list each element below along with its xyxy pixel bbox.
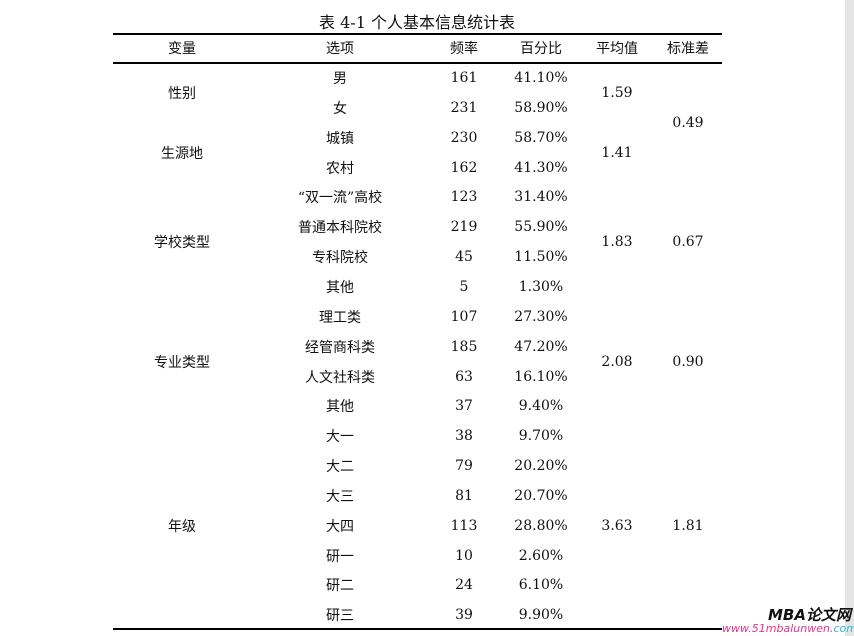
- header-cell: 百分比: [520, 41, 562, 57]
- header-cell: 频率: [450, 41, 478, 57]
- header-cell: 标准差: [667, 41, 709, 57]
- variable-cell: 生源地: [161, 145, 203, 162]
- frequency-cell: 79: [455, 458, 473, 475]
- header-rule: [113, 62, 722, 64]
- frequency-cell: 107: [450, 308, 478, 325]
- variable-cell: 学校类型: [154, 235, 210, 252]
- frequency-cell: 63: [455, 368, 473, 385]
- percent-cell: 6.10%: [518, 577, 564, 594]
- mean-cell: 2.08: [601, 353, 633, 370]
- percent-cell: 11.50%: [514, 249, 568, 266]
- std-dev-cell: 0.90: [672, 353, 704, 370]
- option-cell: 大三: [326, 488, 354, 505]
- frequency-cell: 5: [459, 278, 469, 295]
- percent-cell: 27.30%: [514, 308, 568, 325]
- percent-cell: 55.90%: [514, 219, 568, 236]
- percent-cell: 16.10%: [514, 368, 568, 385]
- option-cell: 农村: [326, 160, 354, 177]
- std-dev-cell: 0.49: [672, 114, 704, 131]
- option-cell: 研二: [326, 578, 354, 595]
- frequency-cell: 81: [455, 487, 473, 504]
- frequency-cell: 10: [455, 547, 473, 564]
- option-cell: 其他: [326, 399, 354, 416]
- mean-cell: 1.59: [601, 84, 633, 101]
- frequency-cell: 38: [455, 428, 473, 445]
- percent-cell: 41.10%: [514, 70, 568, 86]
- header-cell: 选项: [326, 41, 354, 57]
- percent-cell: 1.30%: [518, 278, 564, 295]
- frequency-cell: 185: [450, 338, 478, 355]
- header-cell: 平均值: [596, 41, 638, 57]
- bottom-rule: [113, 628, 722, 630]
- option-cell: 大四: [326, 518, 354, 535]
- percent-cell: 9.90%: [518, 607, 564, 624]
- mean-cell: 1.41: [601, 144, 633, 161]
- variable-cell: 专业类型: [154, 354, 210, 371]
- frequency-cell: 219: [450, 219, 478, 236]
- header-cell: 变量: [168, 41, 196, 57]
- percent-cell: 31.40%: [514, 189, 568, 206]
- percent-cell: 20.70%: [514, 487, 568, 504]
- option-cell: 男: [333, 71, 347, 87]
- percent-cell: 20.20%: [514, 458, 568, 475]
- frequency-cell: 24: [455, 577, 473, 594]
- option-cell: “双一流”高校: [297, 190, 383, 207]
- std-dev-cell: 1.81: [672, 517, 704, 534]
- frequency-cell: 123: [450, 189, 478, 206]
- percent-cell: 9.40%: [518, 398, 564, 415]
- option-cell: 普通本科院校: [298, 220, 382, 237]
- frequency-cell: 113: [450, 517, 478, 534]
- option-cell: 大一: [326, 429, 354, 446]
- page-edge: [845, 0, 854, 636]
- option-cell: 城镇: [326, 130, 354, 147]
- frequency-cell: 231: [450, 99, 478, 116]
- frequency-cell: 162: [450, 159, 478, 176]
- percent-cell: 9.70%: [518, 428, 564, 445]
- percent-cell: 47.20%: [514, 338, 568, 355]
- frequency-cell: 45: [455, 249, 473, 266]
- watermark-url-main: www.51mbalunwen.: [722, 622, 834, 635]
- frequency-cell: 230: [450, 129, 478, 146]
- option-cell: 女: [333, 100, 347, 117]
- option-cell: 其他: [326, 279, 354, 296]
- mean-cell: 1.83: [601, 234, 633, 251]
- percent-cell: 28.80%: [514, 517, 568, 534]
- table-title: 表 4-1 个人基本信息统计表: [319, 13, 515, 32]
- percent-cell: 41.30%: [514, 159, 568, 176]
- percent-cell: 58.90%: [514, 99, 568, 116]
- std-dev-cell: 0.67: [672, 234, 704, 251]
- option-cell: 专科院校: [312, 250, 368, 267]
- variable-cell: 年级: [168, 518, 196, 535]
- percent-cell: 58.70%: [514, 129, 568, 146]
- option-cell: 经管商科类: [305, 339, 375, 356]
- option-cell: 研三: [326, 608, 354, 625]
- mean-cell: 3.63: [601, 517, 633, 534]
- frequency-cell: 161: [450, 70, 478, 86]
- frequency-cell: 37: [455, 398, 473, 415]
- top-rule: [113, 33, 722, 35]
- option-cell: 理工类: [319, 309, 361, 326]
- option-cell: 人文社科类: [305, 369, 375, 386]
- option-cell: 大二: [326, 459, 354, 476]
- watermark-brand: MBA论文网: [768, 606, 851, 624]
- variable-cell: 性别: [168, 85, 196, 102]
- option-cell: 研一: [326, 548, 354, 565]
- watermark-url: www.51mbalunwen.com: [722, 622, 854, 635]
- watermark-url-tld: com: [833, 622, 854, 635]
- percent-cell: 2.60%: [518, 547, 564, 564]
- frequency-cell: 39: [455, 607, 473, 624]
